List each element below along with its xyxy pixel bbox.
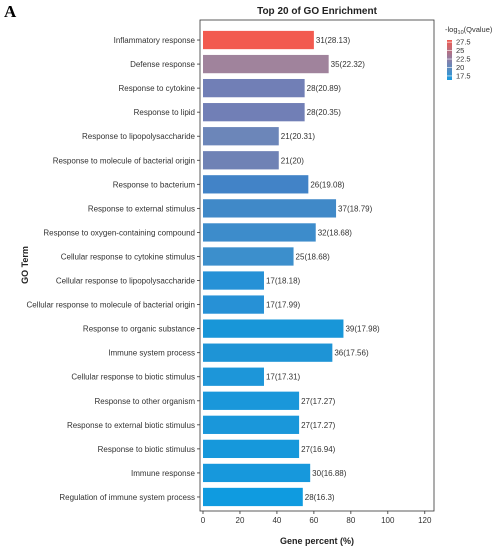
bar xyxy=(203,415,300,434)
x-tick-label: 0 xyxy=(201,516,206,525)
x-axis-title: Gene percent (%) xyxy=(280,536,354,546)
category-label: Immune system process xyxy=(108,349,195,358)
bar xyxy=(203,78,305,98)
bar xyxy=(203,54,329,74)
category-label: Response to bacterium xyxy=(113,180,196,189)
value-label: 37(18.79) xyxy=(338,204,373,213)
category-label: Response to organic substance xyxy=(83,325,196,334)
category-label: Cellular response to biotic stimulus xyxy=(71,373,195,382)
value-label: 17(18.18) xyxy=(266,277,301,286)
category-label: Response to external stimulus xyxy=(88,204,195,213)
value-label: 25(18.68) xyxy=(296,252,331,261)
x-axis-ticks: 0 20 40 60 80 100 120 xyxy=(201,511,432,525)
category-labels: Inflammatory response Defense response Res… xyxy=(26,36,200,502)
category-label: Response to lipopolysaccharide xyxy=(82,132,196,141)
category-label: Response to external biotic stimulus xyxy=(67,421,195,430)
value-label: 39(17.98) xyxy=(345,325,380,334)
legend-title-suffix: (Qvalue) xyxy=(464,25,493,34)
value-label: 35(22.32) xyxy=(331,60,366,69)
value-label: 17(17.31) xyxy=(266,373,301,382)
value-label: 28(20.35) xyxy=(307,108,342,117)
value-label: 27(16.94) xyxy=(301,445,336,454)
value-label: 26(19.08) xyxy=(310,180,345,189)
bar xyxy=(203,223,316,242)
value-label: 21(20.31) xyxy=(281,132,316,141)
category-label: Inflammatory response xyxy=(114,36,196,45)
bar xyxy=(203,247,294,266)
category-label: Response to lipid xyxy=(134,108,195,117)
bar xyxy=(203,271,264,290)
x-tick-label: 80 xyxy=(346,516,355,525)
bar xyxy=(203,103,305,122)
category-label: Response to molecule of bacterial origin xyxy=(53,156,195,165)
y-axis-title: GO Term xyxy=(20,246,30,284)
category-label: Cellular response to cytokine stimulus xyxy=(61,252,195,261)
x-tick-label: 40 xyxy=(272,516,281,525)
panel-letter: A xyxy=(4,2,17,21)
value-label: 32(18.68) xyxy=(318,228,353,237)
category-label: Response to oxygen-containing compound xyxy=(43,228,195,237)
category-label: Cellular response to molecule of bacteri… xyxy=(26,301,195,310)
category-label: Response to biotic stimulus xyxy=(98,445,195,454)
x-tick-label: 60 xyxy=(309,516,318,525)
bars-group xyxy=(203,30,344,507)
value-label: 17(17.99) xyxy=(266,301,301,310)
value-label: 28(20.89) xyxy=(307,84,342,93)
legend-tick-label: 17.5 xyxy=(456,71,471,80)
category-label: Immune response xyxy=(131,469,196,478)
bar xyxy=(203,439,300,459)
category-label: Response to cytokine xyxy=(119,84,196,93)
bar xyxy=(203,199,337,218)
legend-title: -log10(Qvalue) xyxy=(445,25,493,36)
value-label: 27(17.27) xyxy=(301,397,336,406)
legend-tick-label: 25 xyxy=(456,46,464,55)
legend-title-prefix: -log xyxy=(445,25,458,34)
bar xyxy=(203,463,311,483)
value-label: 27(17.27) xyxy=(301,421,336,430)
category-label: Response to other organism xyxy=(95,397,196,406)
legend-tick-label: 22.5 xyxy=(456,55,471,64)
bar xyxy=(203,319,344,338)
value-label: 21(20) xyxy=(281,156,304,165)
x-tick-label: 20 xyxy=(236,516,245,525)
category-label: Cellular response to lipopolysaccharide xyxy=(56,277,196,286)
bar xyxy=(203,391,300,410)
bar xyxy=(203,30,314,50)
value-label: 31(28.13) xyxy=(316,36,351,45)
plot-area-border xyxy=(199,19,435,512)
value-labels: 31(28.13) 35(22.32) 28(20.89) 28(20.35) 21(2… xyxy=(266,36,380,502)
value-label: 28(16.3) xyxy=(305,493,335,502)
bar xyxy=(203,295,264,314)
bar xyxy=(203,175,309,194)
value-label: 36(17.56) xyxy=(334,349,369,358)
legend-tick-label: 20 xyxy=(456,63,464,72)
bar xyxy=(203,343,333,362)
legend-title-sub: 10 xyxy=(458,30,464,36)
value-label: 30(16.88) xyxy=(312,469,347,478)
bar xyxy=(203,367,264,386)
bar xyxy=(203,151,279,170)
bar xyxy=(203,127,279,146)
bar xyxy=(203,487,303,507)
category-label: Regulation of immune system process xyxy=(59,493,195,502)
chart-title: Top 20 of GO Enrichment xyxy=(257,6,377,17)
x-tick-label: 120 xyxy=(418,516,432,525)
legend-colorbar xyxy=(447,40,452,80)
legend-tick-label: 27.5 xyxy=(456,38,471,47)
x-tick-label: 100 xyxy=(381,516,395,525)
category-label: Defense response xyxy=(130,60,195,69)
